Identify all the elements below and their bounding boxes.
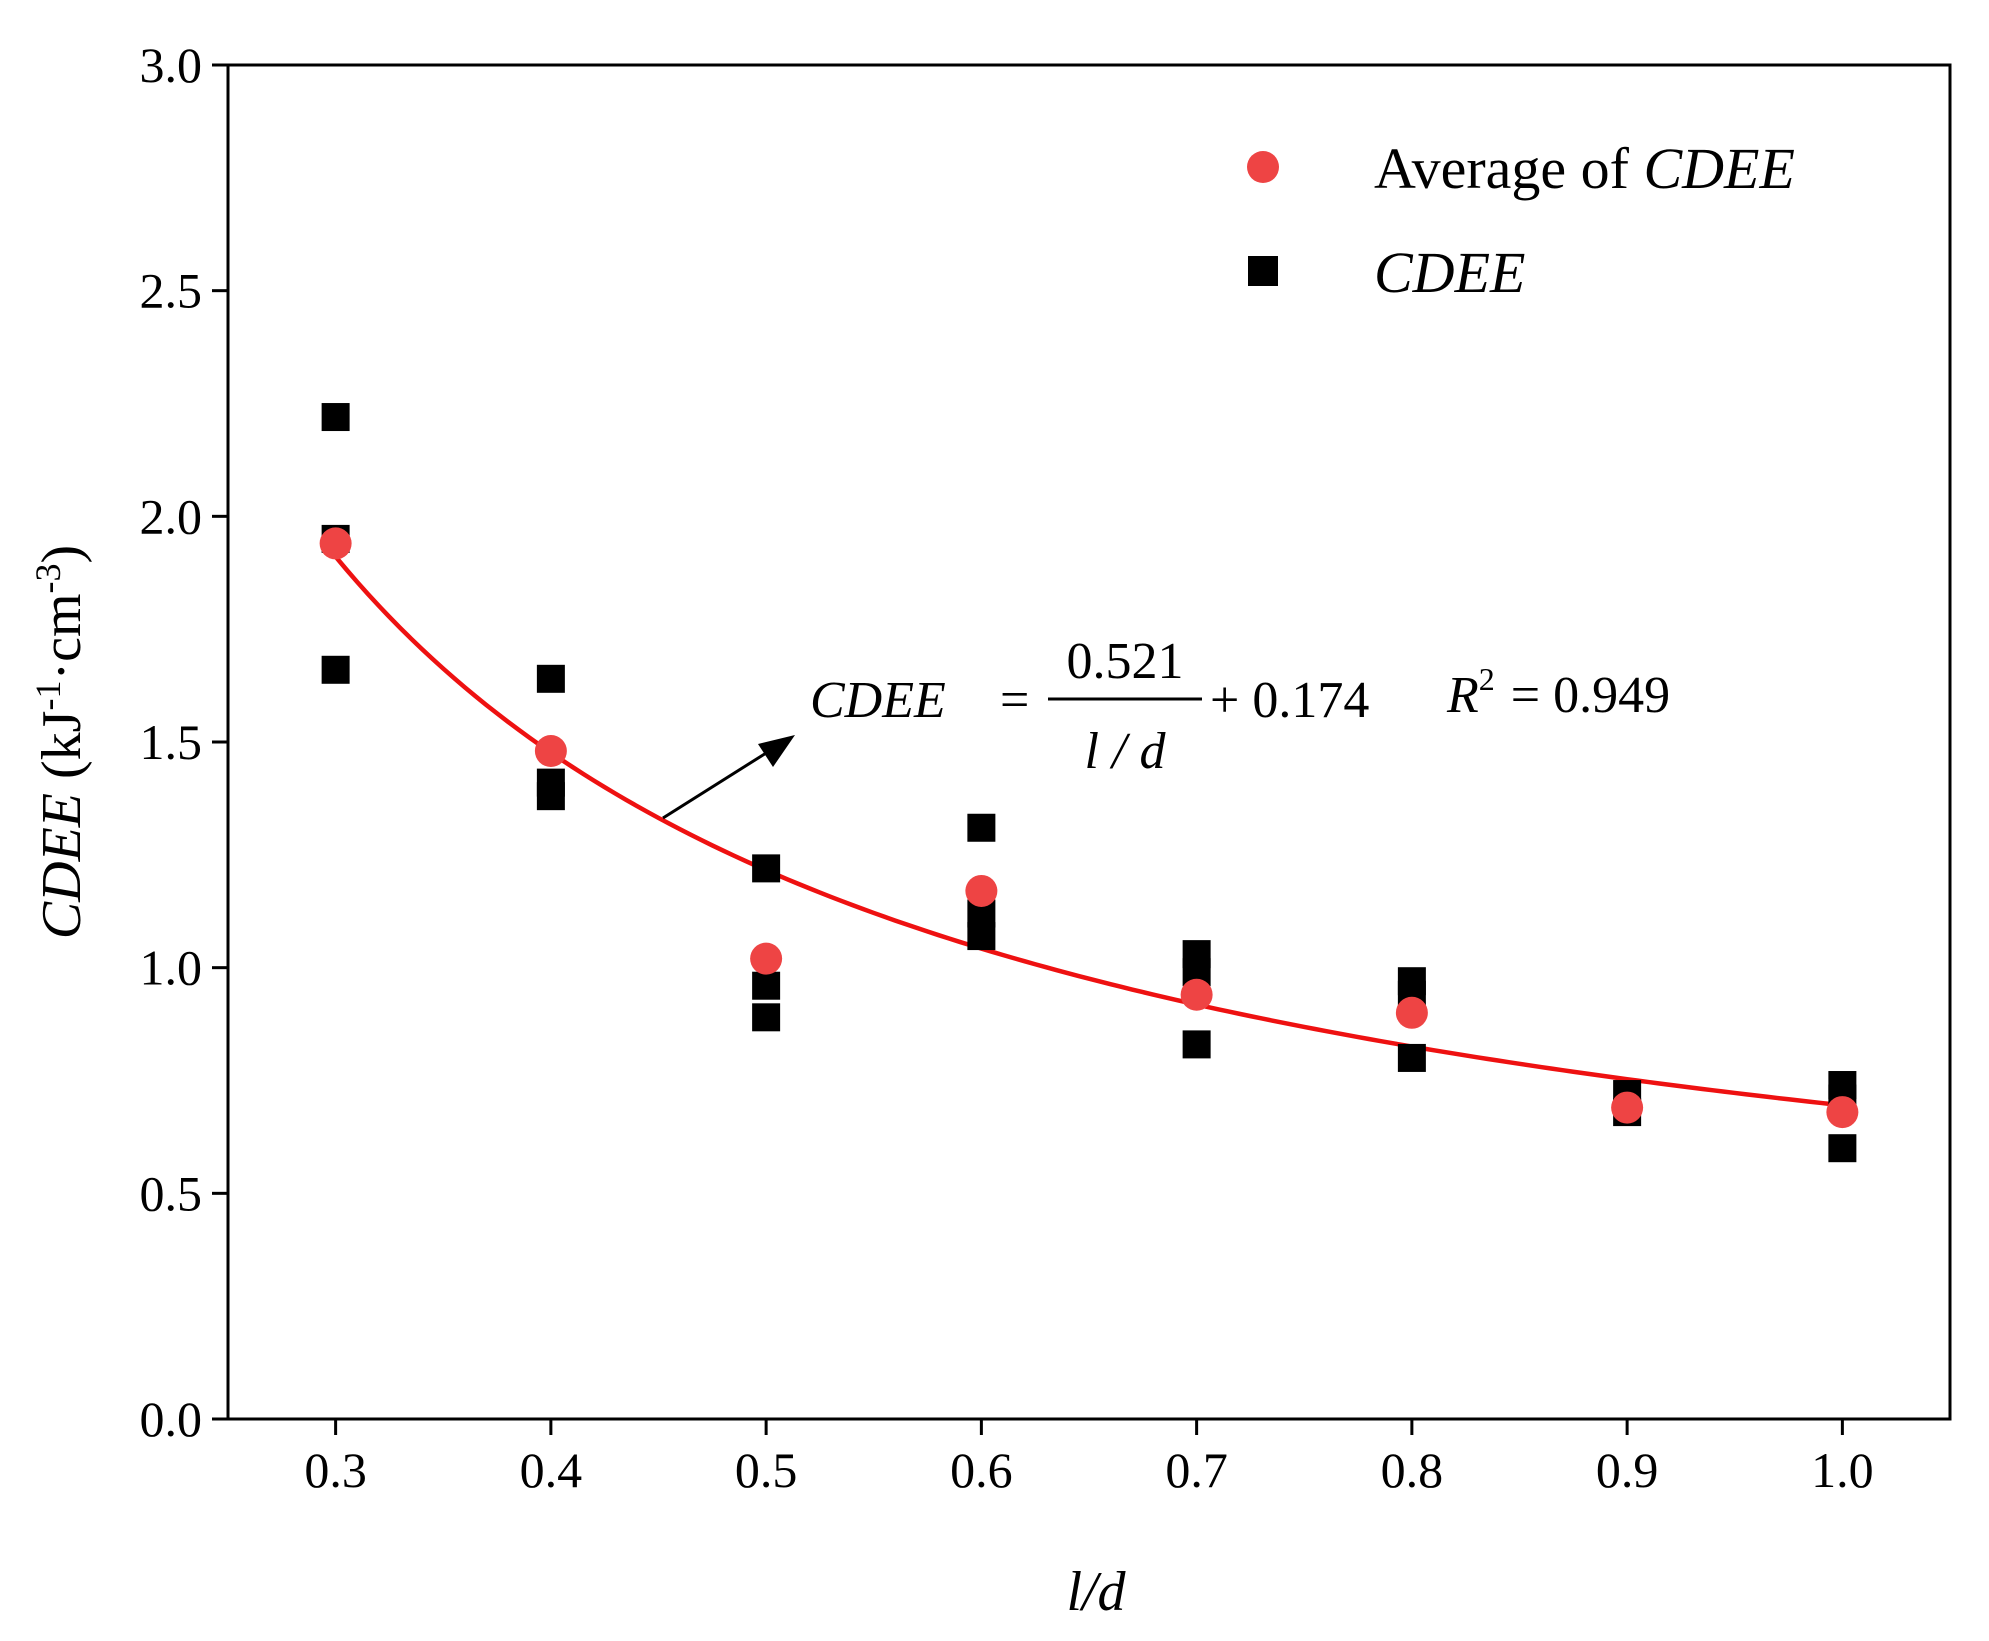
legend-average-label: Average of CDEE bbox=[1374, 136, 1795, 201]
equation-denominator: l / d bbox=[1085, 723, 1167, 780]
y-axis-title-main: CDEE bbox=[31, 793, 93, 939]
cdee-point bbox=[1397, 1043, 1426, 1072]
legend-cdee-marker bbox=[1248, 256, 1278, 286]
x-tick-label: 1.0 bbox=[1811, 1442, 1874, 1498]
equation-r-squared: R2 = 0.949 bbox=[1446, 661, 1670, 724]
cdee-point bbox=[536, 664, 565, 693]
y-tick-label: 2.5 bbox=[140, 263, 203, 319]
fit-curve bbox=[333, 555, 1843, 1108]
average-point bbox=[534, 735, 567, 768]
average-point bbox=[750, 942, 783, 975]
average-point bbox=[1395, 996, 1428, 1029]
average-point bbox=[319, 527, 352, 560]
x-tick-label: 0.3 bbox=[304, 1442, 367, 1498]
y-tick-label: 1.5 bbox=[140, 714, 203, 770]
y-axis-title-exp2: -3 bbox=[28, 563, 68, 593]
x-tick-label: 0.4 bbox=[520, 1442, 583, 1498]
legend-average-italic: CDEE bbox=[1643, 136, 1794, 201]
y-axis-title-mid: ·cm bbox=[31, 593, 93, 680]
cdee-point bbox=[1182, 1030, 1211, 1059]
x-tick-label: 0.9 bbox=[1596, 1442, 1659, 1498]
annotation-arrow-line bbox=[662, 741, 783, 820]
y-axis-title: CDEE (kJ-1·cm-3) bbox=[28, 545, 93, 939]
average-point bbox=[965, 874, 998, 907]
average-point bbox=[1180, 978, 1213, 1011]
y-tick-label: 0.0 bbox=[140, 1391, 203, 1447]
r-value: = 0.949 bbox=[1511, 667, 1670, 724]
legend-average-marker bbox=[1247, 151, 1279, 183]
y-axis-title-unit-close: ) bbox=[31, 545, 93, 564]
cdee-point bbox=[1828, 1134, 1857, 1163]
cdee-point bbox=[967, 813, 996, 842]
annotation-arrow-head bbox=[758, 735, 795, 767]
y-tick-label: 3.0 bbox=[140, 37, 203, 93]
y-axis-title-exp1: -1 bbox=[28, 681, 68, 711]
y-tick-label: 1.0 bbox=[140, 940, 203, 996]
average-point bbox=[1611, 1091, 1644, 1124]
average-point bbox=[1826, 1096, 1859, 1129]
cdee-point bbox=[752, 1003, 781, 1032]
cdee-point bbox=[536, 782, 565, 811]
equation-lhs: CDEE bbox=[810, 672, 946, 729]
x-tick-label: 0.6 bbox=[950, 1442, 1013, 1498]
cdee-point bbox=[752, 854, 781, 883]
cdee-point bbox=[967, 922, 996, 951]
r-exponent: 2 bbox=[1479, 661, 1495, 697]
y-axis-title-unit-open: (kJ bbox=[31, 711, 93, 793]
legend: Average of CDEE CDEE bbox=[1247, 136, 1795, 305]
x-tick-label: 0.7 bbox=[1165, 1442, 1228, 1498]
fit-equation: CDEE = 0.521 l / d + 0.174 R2 = 0.949 bbox=[810, 633, 1670, 780]
cdee-point bbox=[321, 403, 350, 432]
legend-average-prefix: Average of bbox=[1374, 136, 1643, 201]
x-axis-ticks: 0.3 0.4 0.5 0.6 0.7 0.8 0.9 1.0 bbox=[304, 1419, 1874, 1498]
y-tick-label: 2.0 bbox=[140, 488, 203, 544]
x-axis-title: l/d bbox=[1066, 1561, 1126, 1623]
x-tick-label: 0.8 bbox=[1381, 1442, 1444, 1498]
equation-equals: = bbox=[1000, 672, 1029, 729]
legend-cdee-label: CDEE bbox=[1374, 240, 1525, 305]
cdee-point bbox=[752, 971, 781, 1000]
r-symbol: R bbox=[1446, 667, 1479, 724]
y-axis-ticks: 0.0 0.5 1.0 1.5 2.0 2.5 3.0 bbox=[140, 37, 228, 1447]
x-tick-label: 0.5 bbox=[735, 1442, 798, 1498]
cdee-markers bbox=[321, 403, 1857, 1163]
cdee-point bbox=[321, 655, 350, 684]
equation-numerator: 0.521 bbox=[1067, 633, 1184, 690]
average-markers bbox=[319, 527, 1859, 1129]
equation-constant: + 0.174 bbox=[1210, 672, 1369, 729]
y-tick-label: 0.5 bbox=[140, 1165, 203, 1221]
